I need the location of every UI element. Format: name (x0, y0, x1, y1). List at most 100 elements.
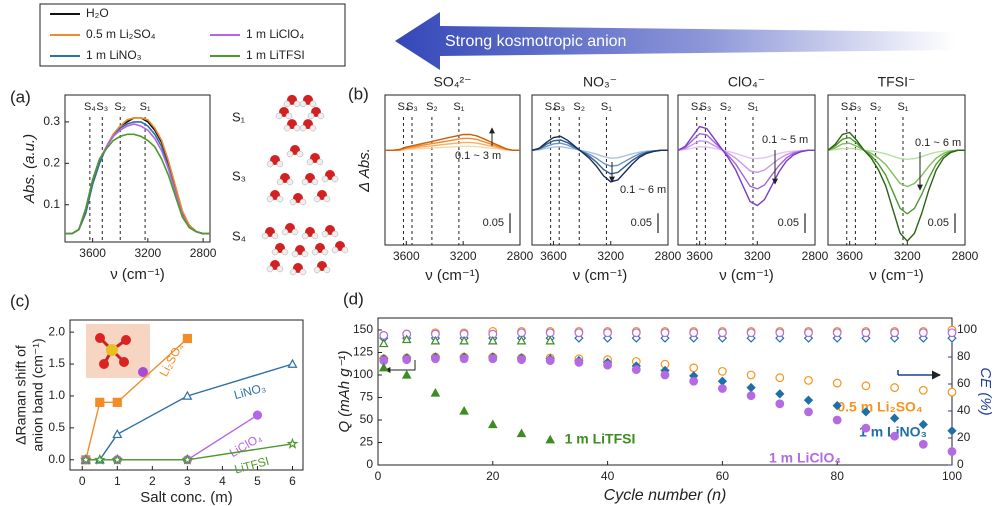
hydrogen (266, 265, 274, 273)
marker (947, 333, 957, 343)
marker (861, 423, 871, 433)
hydrogen (276, 160, 284, 168)
y-tick-label: 50 (360, 412, 374, 426)
hydrogen (283, 100, 291, 108)
plot-frame (69, 319, 304, 471)
y2-tick-label: 0 (957, 457, 964, 471)
x-tick-label: 3 (184, 474, 191, 488)
reference-label: S₂ (426, 101, 438, 113)
hydrogen (276, 178, 284, 186)
x-tick-label: 2800 (802, 249, 829, 263)
marker (95, 397, 105, 407)
series-line (827, 136, 965, 215)
marker (890, 431, 899, 441)
series-line (677, 125, 815, 207)
marker (832, 400, 842, 411)
plot-frame (677, 94, 816, 246)
hydrogen (289, 268, 297, 276)
marker (689, 328, 699, 338)
marker (603, 328, 612, 338)
hydrogen (321, 175, 329, 183)
marker (430, 335, 441, 345)
y-tick-label: 0.1 (43, 197, 60, 211)
x-tick-label: 0 (375, 469, 382, 483)
hydrogen (301, 178, 309, 186)
x-tick-label: 3200 (135, 246, 162, 260)
series-label: 1 m LiClO₄ (769, 450, 841, 466)
series-line (385, 133, 520, 151)
series-line (827, 147, 965, 161)
x-tick-label: 2800 (952, 249, 979, 263)
x-axis-label: ν (cm⁻¹) (425, 267, 480, 284)
marker (746, 328, 756, 338)
marker (660, 328, 670, 338)
marker (803, 333, 814, 343)
marker (804, 375, 813, 385)
hydrogen (301, 250, 309, 258)
marker (430, 387, 441, 397)
series-line (531, 145, 668, 159)
marker (689, 376, 699, 386)
x-axis-label: ν (cm⁻¹) (110, 266, 165, 283)
marker (516, 428, 527, 438)
panel-label: (c) (10, 291, 30, 310)
marker (660, 333, 670, 343)
y2-tick-label: 100 (957, 322, 977, 336)
x-tick-label: 2 (149, 474, 156, 488)
x-tick-label: 40 (601, 469, 615, 483)
x-tick-label: 1 (114, 474, 121, 488)
y-tick-label: 2.0 (48, 324, 65, 338)
hydrogen (341, 246, 349, 254)
legend-label: 1 m LiNO₃ (86, 48, 142, 62)
hydrogen (299, 268, 307, 276)
series-label: 1 m LiNO₃ (859, 424, 927, 440)
x-tick-label: 3200 (597, 249, 624, 263)
y-axis-label: Q (mAh g⁻¹) (336, 350, 353, 432)
reference-label: S₄ (691, 101, 703, 113)
plot-frame (64, 94, 211, 243)
marker (379, 331, 389, 340)
marker (918, 419, 928, 430)
y2-tick-label: 20 (957, 430, 971, 444)
hydrogen (291, 250, 299, 258)
marker (181, 453, 194, 465)
marker (79, 453, 92, 465)
marker (918, 385, 928, 395)
marker (689, 363, 699, 373)
y-tick-label: 1.5 (48, 356, 65, 370)
x-axis-label: Cycle number (n) (604, 487, 727, 504)
y-axis-label: Abs. (a.u.) (21, 134, 38, 204)
reference-label: S₂ (870, 101, 882, 113)
hydrogen (271, 232, 279, 240)
hydrogen (281, 248, 289, 256)
x-tick-label: 60 (716, 469, 730, 483)
y2-tick-label: 60 (957, 376, 971, 390)
marker (746, 382, 756, 393)
scale-bar-label: 0.05 (928, 217, 949, 229)
marker (517, 355, 526, 365)
reference-label: S₂ (573, 101, 585, 113)
reference-label: S₁ (897, 101, 908, 113)
hydrogen (317, 112, 325, 120)
y-tick-label: 150 (353, 322, 373, 336)
marker (545, 328, 555, 338)
marker (861, 407, 871, 417)
x-axis-label: ν (cm⁻¹) (719, 267, 774, 284)
y-tick-label: 125 (353, 345, 373, 359)
reference-label: S₁ (453, 101, 464, 113)
marker (459, 354, 469, 364)
hydrogen (286, 150, 294, 158)
structure-label: S₃ (232, 168, 246, 183)
hydrogen (301, 232, 309, 240)
y-tick-label: 0 (366, 457, 373, 471)
hydrogen (309, 100, 317, 108)
plot-frame (827, 94, 966, 246)
marker (93, 453, 106, 465)
kosmotropic-arrow (395, 12, 955, 70)
hydrogen (299, 124, 307, 132)
arrow-label: Strong kosmotropic anion (445, 33, 626, 50)
marker (804, 328, 813, 338)
axis-arrows (384, 360, 941, 380)
scale-bar-label: 0.05 (778, 217, 799, 229)
